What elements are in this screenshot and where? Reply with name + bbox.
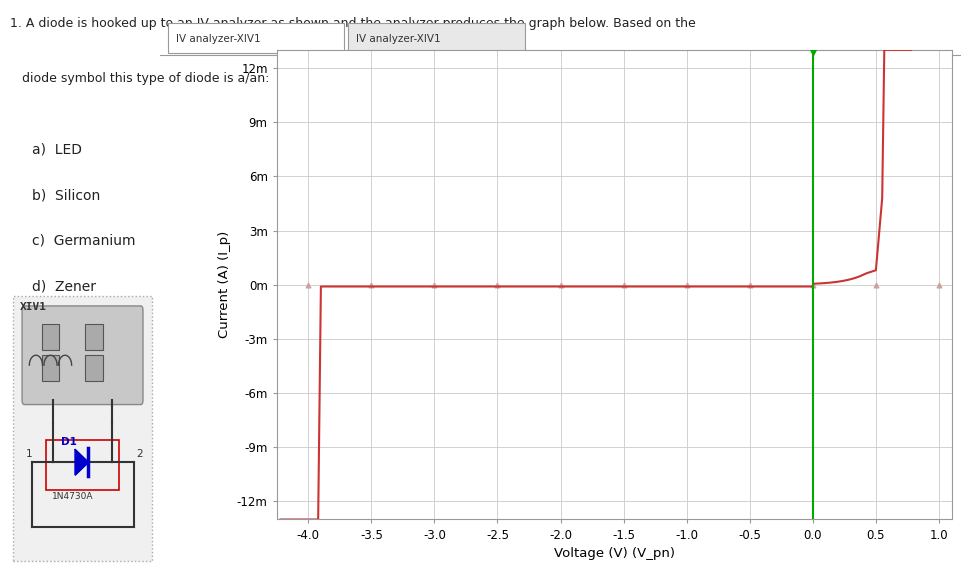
Text: XIV1: XIV1 bbox=[20, 302, 47, 312]
Text: IV analyzer-XIV1: IV analyzer-XIV1 bbox=[356, 33, 441, 43]
FancyBboxPatch shape bbox=[22, 306, 143, 404]
FancyBboxPatch shape bbox=[349, 23, 524, 53]
Bar bbox=[42, 355, 59, 380]
Text: 2: 2 bbox=[136, 448, 143, 458]
Text: c)  Germanium: c) Germanium bbox=[32, 234, 136, 248]
Text: d)  Zener: d) Zener bbox=[32, 279, 96, 294]
Bar bbox=[85, 355, 103, 380]
Text: 1: 1 bbox=[26, 448, 32, 458]
Text: 1. A diode is hooked up to an IV analyzer as shown and the analyzer produces the: 1. A diode is hooked up to an IV analyze… bbox=[10, 17, 695, 30]
X-axis label: Voltage (V) (V_pn): Voltage (V) (V_pn) bbox=[553, 547, 675, 560]
Text: diode symbol this type of diode is a/an:: diode symbol this type of diode is a/an: bbox=[10, 72, 269, 85]
Bar bbox=[47, 440, 118, 491]
Text: IV analyzer-XIV1: IV analyzer-XIV1 bbox=[177, 33, 261, 43]
FancyBboxPatch shape bbox=[168, 23, 345, 53]
Text: b)  Silicon: b) Silicon bbox=[32, 188, 100, 203]
Bar bbox=[42, 324, 59, 350]
Bar bbox=[85, 324, 103, 350]
Text: D1: D1 bbox=[60, 437, 77, 447]
Polygon shape bbox=[76, 450, 88, 475]
Y-axis label: Current (A) (I_p): Current (A) (I_p) bbox=[218, 231, 231, 338]
Text: 1N4730A: 1N4730A bbox=[52, 492, 93, 501]
Text: a)  LED: a) LED bbox=[32, 143, 83, 157]
